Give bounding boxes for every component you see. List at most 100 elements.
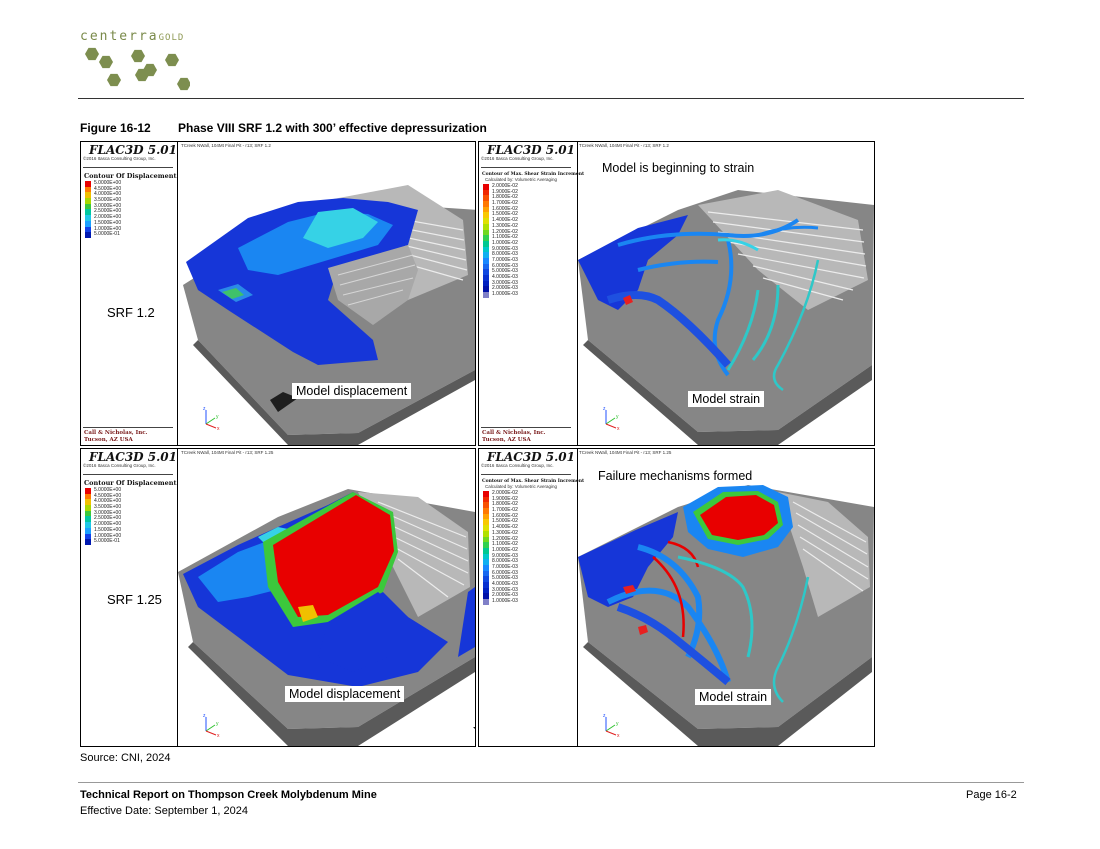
legend-swatch <box>85 539 91 545</box>
logo-hexagon <box>99 55 113 69</box>
legend-swatch <box>483 491 489 497</box>
axis-triad-icon: z y x <box>203 406 220 432</box>
legend-swatch <box>483 496 489 503</box>
legend-value: 1.8000E-02 <box>492 194 518 201</box>
axis-x-label: x <box>217 733 220 739</box>
legend-value: 1.9000E-02 <box>492 188 518 195</box>
legend-swatch <box>85 181 91 187</box>
legend-swatch <box>483 229 489 236</box>
legend-entry: 1.0000E+00 <box>85 226 121 233</box>
legend-value: 6.0000E-03 <box>492 262 518 269</box>
legend-value: 1.5000E+00 <box>94 219 122 226</box>
axis-z-label: z <box>203 406 206 412</box>
legend-swatch <box>483 576 489 582</box>
model-view: Model is beginning to strain Model strai… <box>578 150 874 445</box>
legend-value: 4.5000E+00 <box>94 185 122 192</box>
legend-entry: 4.0000E-03 <box>483 274 518 281</box>
legend-swatch <box>483 257 489 264</box>
legend-entry: 1.5000E-02 <box>483 212 518 219</box>
legend-entry: 3.0000E+00 <box>85 203 121 210</box>
legend-value: 2.0000E-03 <box>492 592 518 599</box>
legend-swatch <box>483 206 489 213</box>
legend-swatch <box>483 525 489 531</box>
legend-swatch <box>483 547 489 554</box>
legend-value: 1.0000E+00 <box>94 532 122 539</box>
legend-entry: 2.0000E+00 <box>85 521 122 528</box>
legend-entry: 1.9000E-02 <box>483 496 518 503</box>
legend-entry: 9.0000E-03 <box>483 246 518 253</box>
model-render <box>578 190 874 445</box>
legend-swatch <box>483 587 489 594</box>
legend-value: 1.3000E-02 <box>492 529 518 536</box>
copyright-text: ©2016 Itasca Consulting Group, Inc. <box>481 463 554 468</box>
axis-y-label: y <box>616 721 619 727</box>
legend-swatch <box>483 189 489 196</box>
effective-date: Effective Date: September 1, 2024 <box>80 805 248 817</box>
legend-swatch <box>85 198 91 204</box>
legend-swatch <box>85 186 91 193</box>
legend-swatch <box>483 235 489 241</box>
axis-z-label: z <box>603 713 606 719</box>
axis-x-label: x <box>217 426 220 432</box>
legend-entry: 2.5000E+00 <box>85 209 121 216</box>
legend-swatch <box>483 292 489 298</box>
legend-value: 2.0000E-02 <box>492 490 518 496</box>
legend-value: 1.4000E-02 <box>492 217 518 224</box>
legend-entry: 4.0000E+00 <box>85 499 121 506</box>
software-title: FLAC3D 5.01 <box>487 143 575 157</box>
legend-swatch <box>85 505 91 511</box>
legend-value: 1.4000E-02 <box>492 524 518 531</box>
legend-value: 2.0000E-02 <box>492 183 518 189</box>
legend-value: 1.3000E-02 <box>492 222 518 229</box>
legend-swatch <box>483 593 489 600</box>
legend-entry: 9.0000E-03 <box>483 553 518 560</box>
legend-swatch <box>483 223 489 230</box>
legend-swatch <box>483 570 489 577</box>
legend-swatch <box>85 209 91 216</box>
legend-rule <box>481 167 571 168</box>
legend-entry: 1.7000E-02 <box>483 200 518 207</box>
top-annotation: Failure mechanisms formed <box>594 468 757 484</box>
legend-entry: 3.0000E-03 <box>483 587 518 594</box>
legend-entry: 1.0000E-03 <box>483 598 518 605</box>
legend-entry: 2.0000E-02 <box>483 490 518 497</box>
legend-heading: Contour of Max. Shear Strain Increment <box>482 479 585 484</box>
legend-value: 3.5000E+00 <box>94 504 122 511</box>
logo-sub: GOLD <box>158 33 185 43</box>
legend-rule <box>481 474 571 475</box>
legend-entry: 5.0000E-03 <box>483 576 518 582</box>
legend-value: 1.0000E-03 <box>492 598 518 605</box>
legend-swatch <box>85 192 91 199</box>
legend-swatch <box>483 519 489 526</box>
legend-swatch <box>483 212 489 219</box>
legend-swatch <box>483 564 489 571</box>
legend-entry: 5.0000E-01 <box>85 538 121 545</box>
legend-value: 8.0000E-03 <box>492 251 518 258</box>
legend-entry: 1.8000E-02 <box>483 502 518 509</box>
company-city: Tucson, AZ USA <box>84 436 133 443</box>
legend-entry: 5.0000E+00 <box>85 487 121 494</box>
legend-value: 1.7000E-02 <box>492 200 518 207</box>
legend-rule <box>83 167 173 168</box>
software-title: FLAC3D 5.01 <box>89 450 177 464</box>
axis-y-label: y <box>216 414 219 420</box>
legend-value: 2.0000E+00 <box>94 521 122 528</box>
legend-value: 4.0000E-03 <box>492 581 518 587</box>
legend-value: 1.5000E+00 <box>94 526 122 533</box>
company-credit: Call & Nicholas, Inc. Tucson, AZ USA <box>84 430 147 443</box>
legend-entry: 1.6000E-02 <box>483 513 518 520</box>
legend-value: 1.1000E-02 <box>492 541 518 548</box>
model-annotation: Model strain <box>695 689 772 705</box>
panel-srf12-strain: FLAC3D 5.01 ©2016 Itasca Consulting Grou… <box>478 141 875 446</box>
legend-heading: Contour of Max. Shear Strain Increment <box>482 172 585 177</box>
model-render <box>183 185 475 445</box>
legend-value: 3.0000E-03 <box>492 279 518 286</box>
legend-swatch <box>85 203 91 210</box>
model-render <box>178 489 475 746</box>
legend-swatch <box>483 240 489 247</box>
legend-value: 2.5000E+00 <box>94 515 122 522</box>
software-title: FLAC3D 5.01 <box>89 143 177 157</box>
copyright-text: ©2016 Itasca Consulting Group, Inc. <box>83 156 156 161</box>
legend-entry: 7.0000E-03 <box>483 257 518 264</box>
legend-swatch <box>483 508 489 514</box>
